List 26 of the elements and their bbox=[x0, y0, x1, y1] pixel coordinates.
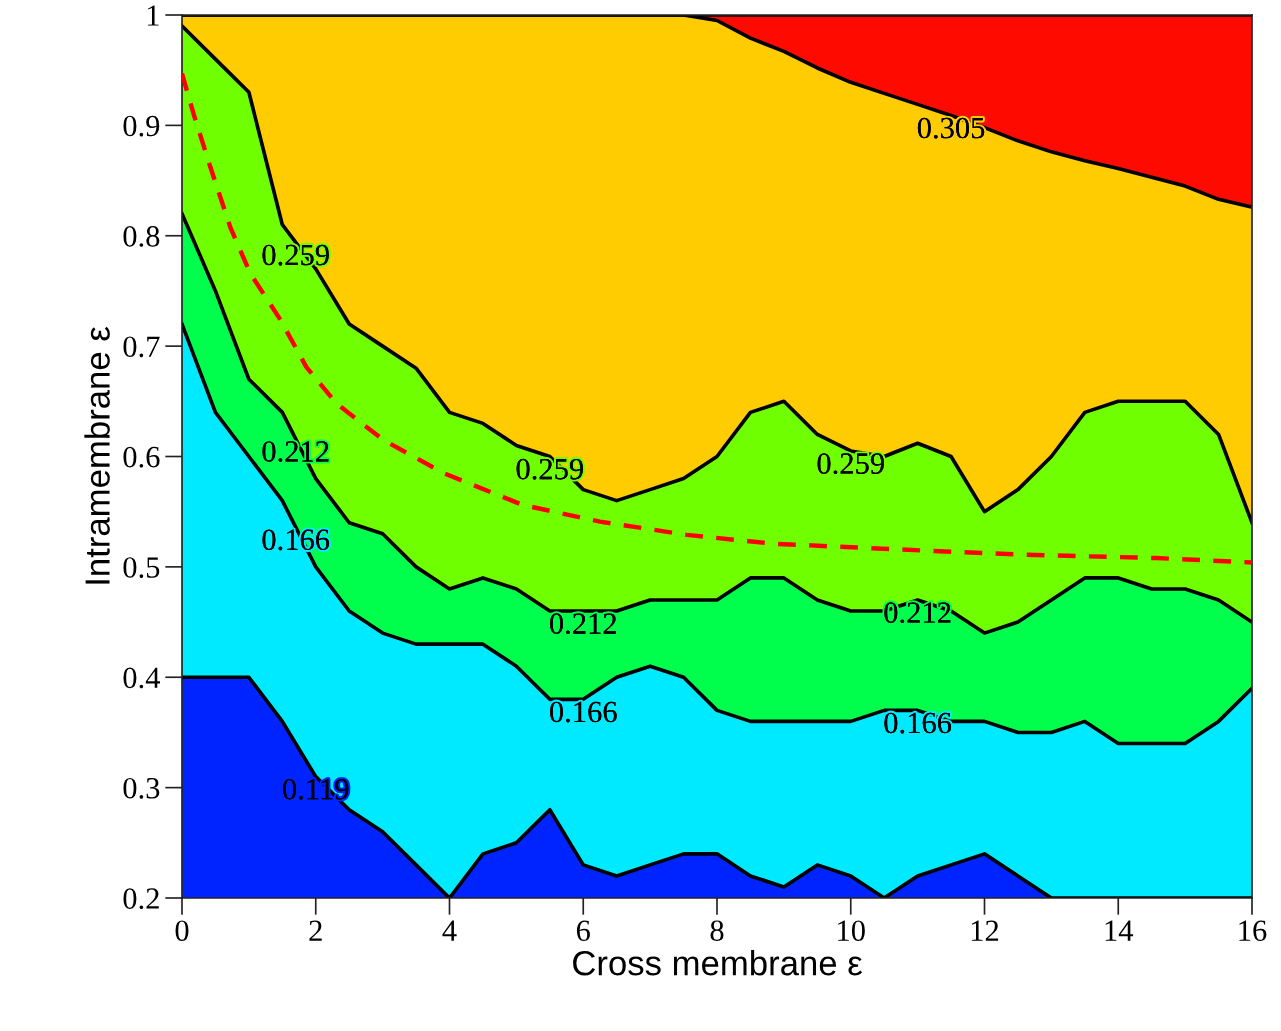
x-tick-label: 4 bbox=[442, 920, 457, 941]
annotation: 0.166 bbox=[550, 701, 617, 723]
y-tick-label: 0.3 bbox=[123, 777, 160, 799]
annotation: 0.259 bbox=[817, 453, 884, 475]
y-tick-label: 1 bbox=[147, 5, 159, 26]
y-tick-label: 0.2 bbox=[123, 888, 159, 910]
y-tick-label: 0.9 bbox=[123, 115, 160, 137]
annotation: 0.305 bbox=[917, 117, 985, 139]
y-tick-label: 0.4 bbox=[123, 667, 160, 689]
y-axis-title: Intramembrane ε bbox=[84, 326, 110, 584]
y-tick-label: 0.5 bbox=[123, 557, 160, 578]
x-tick-label: 12 bbox=[971, 920, 999, 941]
annotation: 0.212 bbox=[550, 613, 616, 635]
x-axis-title: Cross membrane ε bbox=[573, 950, 863, 976]
line-series bbox=[182, 71, 1252, 565]
x-tick-label: 0 bbox=[175, 920, 189, 942]
y-tick-label: 0.8 bbox=[123, 226, 160, 247]
y-tick-label: 0.6 bbox=[123, 446, 160, 468]
x-tick-label: 6 bbox=[576, 920, 590, 942]
y-tick-label: 0.7 bbox=[123, 336, 160, 358]
x-tick-label: 16 bbox=[1239, 920, 1267, 942]
x-tick-label: 8 bbox=[710, 920, 724, 942]
annotation: 0.166 bbox=[884, 712, 952, 734]
x-tick-label: 14 bbox=[1105, 920, 1134, 941]
x-tick-label: 10 bbox=[838, 920, 865, 942]
x-tick-label: 2 bbox=[309, 920, 322, 941]
